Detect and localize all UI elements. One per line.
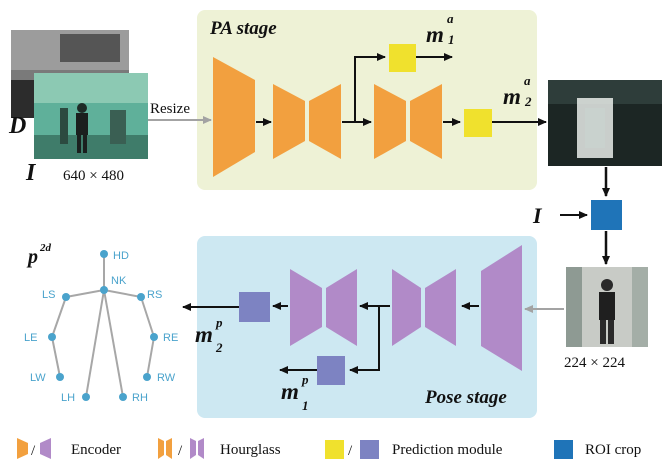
pose-output-m2-base: m: [195, 322, 213, 347]
pa-output-m2-sub: 2: [524, 94, 532, 109]
pose-prediction-module-1: [317, 356, 345, 385]
joint-label-ls: LS: [42, 289, 55, 301]
roi-input-label: I: [532, 203, 543, 228]
pa-hourglass-1-right: [309, 84, 341, 159]
joint-label-hd: HD: [113, 250, 129, 262]
legend-hourglass-pa-right-icon: [166, 438, 172, 459]
pose-skeleton-title: p 2d: [26, 242, 52, 268]
joint-right-wrist: [143, 373, 151, 381]
pa-hourglass-2-right: [410, 84, 442, 159]
depth-label: D: [8, 113, 26, 139]
legend-encoder-pose-icon: [40, 438, 51, 459]
pa-output-m1-sub: 1: [448, 32, 455, 47]
joint-label-re: RE: [163, 332, 178, 344]
legend-hourglass-pose-left-icon: [190, 438, 196, 459]
legend-roi-crop-icon: [554, 440, 573, 459]
joint-head: [100, 250, 108, 258]
pa-output-m1-base: m: [426, 22, 444, 47]
pa-output-m2-sup: a: [524, 73, 531, 88]
pa-output-m1: m a 1: [426, 11, 455, 47]
pose-hourglass-2-left: [392, 269, 421, 346]
legend-encoder-pa-icon: [17, 438, 28, 459]
legend-prediction-label: Prediction module: [392, 442, 503, 458]
attention-map-image: [548, 80, 662, 166]
pa-encoder-block: [213, 57, 255, 177]
roi-crop-block: [591, 200, 622, 230]
skeleton-joints: [48, 250, 158, 401]
joint-right-hip: [119, 393, 127, 401]
legend-hourglass-pose-right-icon: [198, 438, 204, 459]
pose-hourglass-1-right: [326, 269, 357, 346]
joint-label-le: LE: [24, 332, 37, 344]
joint-left-hip: [82, 393, 90, 401]
legend-roi-crop-label: ROI crop: [585, 442, 641, 458]
pa-branch-arrow: [354, 53, 386, 122]
pose-output-m2: m p 2: [195, 315, 223, 355]
pa-prediction-module-2: [464, 109, 492, 137]
pa-output-m2: m a 2: [503, 73, 532, 109]
joint-right-shoulder: [137, 293, 145, 301]
legend-prediction-pose-icon: [360, 440, 379, 459]
pose-prediction-module-2: [239, 292, 270, 322]
legend-prediction-pa-icon: [325, 440, 344, 459]
joint-neck: [100, 286, 108, 294]
joint-label-rh: RH: [132, 392, 148, 404]
pose-hourglass-1-left: [290, 269, 322, 346]
pa-hourglass-2-left: [374, 84, 406, 159]
joint-label-nk: NK: [111, 275, 127, 287]
image-label: I: [25, 160, 37, 186]
pa-output-m2-base: m: [503, 84, 521, 109]
legend-encoder-sep: /: [31, 443, 36, 459]
legend-hourglass-pa-left-icon: [158, 438, 164, 459]
cropped-image: [566, 267, 648, 347]
legend: / Encoder / Hourglass / Prediction modul…: [17, 438, 641, 459]
legend-prediction-sep: /: [348, 443, 353, 459]
pose-encoder-block: [481, 245, 522, 371]
pose-output-m2-sub: 2: [215, 340, 223, 355]
legend-encoder-label: Encoder: [71, 442, 121, 458]
pa-prediction-module-1: [389, 44, 416, 72]
crop-size-label: 224 × 224: [564, 355, 625, 371]
pose-output-m2-sup: p: [215, 315, 223, 330]
skeleton-joint-labels: HD NK LS RS LE RE LW RW LH RH: [24, 250, 178, 404]
skeleton-bones: [51, 254, 155, 398]
joint-left-shoulder: [62, 293, 70, 301]
joint-label-lw: LW: [30, 372, 46, 384]
joint-left-wrist: [56, 373, 64, 381]
joint-label-rw: RW: [157, 372, 176, 384]
pose-output-m1-sub: 1: [302, 398, 309, 413]
joint-label-rs: RS: [147, 289, 162, 301]
joint-right-elbow: [150, 333, 158, 341]
rgb-image: [34, 73, 148, 159]
pose-stage-title: Pose stage: [424, 387, 507, 408]
input-size-label: 640 × 480: [63, 168, 124, 184]
joint-label-lh: LH: [61, 392, 75, 404]
pose-branch-arrow: [349, 306, 380, 374]
pa-output-m1-sup: a: [447, 11, 454, 26]
pose-output-m1-base: m: [281, 379, 299, 404]
resize-label: Resize: [150, 101, 190, 117]
legend-hourglass-sep: /: [178, 443, 183, 459]
skeleton-title-sup: 2d: [39, 242, 52, 254]
pose-output-m1: m p 1: [281, 372, 309, 413]
pa-stage-title: PA stage: [209, 18, 277, 39]
pose-hourglass-2-right: [425, 269, 456, 346]
pose-output-m1-sup: p: [301, 372, 309, 387]
pa-hourglass-1-left: [273, 84, 305, 159]
joint-left-elbow: [48, 333, 56, 341]
skeleton-title-base: p: [26, 246, 38, 268]
legend-hourglass-label: Hourglass: [220, 442, 281, 458]
